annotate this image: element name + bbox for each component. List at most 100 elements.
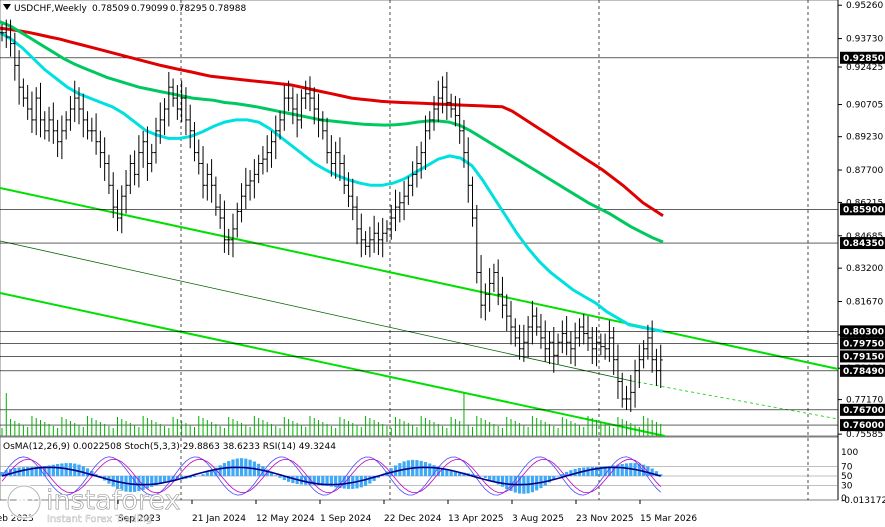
price-bar — [397, 191, 402, 223]
osma-bar — [90, 471, 94, 476]
price-tick-label: 0.93730 — [846, 35, 883, 45]
price-bar — [496, 259, 501, 306]
price-bar — [192, 122, 197, 162]
time-tick-label: 23 Nov 2025 — [576, 514, 634, 524]
price-bar — [594, 327, 599, 367]
price-tick-label: 0.95260 — [846, 1, 883, 11]
price-bar — [81, 93, 86, 138]
osma-bar — [30, 466, 34, 476]
price-bar — [106, 154, 111, 195]
ohlc-close: 0.78988 — [209, 4, 246, 14]
price-bar — [316, 93, 321, 138]
level-label-box — [840, 51, 885, 64]
price-bar — [205, 163, 210, 201]
time-tick-label: 13 Apr 2025 — [448, 514, 504, 524]
ohlc-open: 0.78509 — [92, 4, 129, 14]
price-bar — [654, 348, 659, 386]
osma-bar — [654, 471, 659, 476]
level-label: 0.79150 — [843, 352, 884, 362]
price-bar — [64, 111, 69, 140]
price-bar — [98, 130, 103, 168]
price-bar — [329, 135, 334, 177]
osma-bar — [440, 468, 445, 476]
osma-bar — [325, 476, 329, 486]
price-bar — [474, 204, 479, 284]
time-tick-label: 21 Jan 2024 — [192, 514, 246, 524]
osma-bar — [316, 476, 321, 486]
osma-bar — [470, 474, 475, 476]
price-bar — [509, 300, 514, 345]
osma-bar — [603, 466, 607, 476]
price-bar — [534, 307, 539, 336]
price-bar — [491, 263, 496, 293]
osma-bar — [94, 474, 98, 476]
osma-bar — [458, 472, 462, 476]
price-bar — [94, 113, 99, 155]
logo-ring-outline-icon — [7, 485, 41, 519]
osma-bar — [342, 476, 346, 489]
time-tick-label: 1 Sep 2024 — [320, 514, 372, 524]
price-bar — [581, 313, 586, 345]
osma-bar — [321, 476, 325, 486]
price-bar — [119, 185, 124, 234]
level-label: 0.84350 — [843, 239, 884, 249]
price-bar — [547, 331, 552, 365]
price-bar — [645, 324, 650, 360]
price-bar — [273, 115, 278, 160]
level-label-box — [840, 237, 885, 250]
price-bar — [145, 126, 150, 181]
osma-bar — [150, 476, 154, 487]
price-bar — [483, 283, 488, 321]
level-label-box — [840, 325, 885, 338]
stoch-signal-line — [1, 458, 661, 494]
price-bar — [179, 80, 184, 123]
price-bar — [248, 170, 253, 201]
logo-brand: instaforex — [46, 485, 180, 516]
level-label: 0.76000 — [843, 421, 884, 431]
price-bar — [102, 137, 107, 181]
price-bar — [282, 85, 287, 131]
osma-bar — [496, 476, 500, 485]
osma-bar — [556, 476, 560, 477]
price-bar — [530, 300, 535, 345]
moving-average-line — [0, 20, 664, 244]
osma-bar — [359, 476, 363, 488]
price-bar — [325, 117, 330, 164]
osma-bar — [432, 465, 436, 476]
osma-bar — [624, 463, 629, 476]
osma-bar — [338, 476, 342, 488]
osma-bar — [334, 476, 338, 488]
osma-bar — [376, 476, 381, 478]
price-bar — [34, 87, 39, 136]
price-bar — [230, 213, 235, 258]
price-bar — [260, 146, 265, 175]
osma-bar — [137, 476, 141, 492]
level-label-box — [840, 364, 885, 377]
price-bar — [432, 95, 437, 131]
price-bar — [175, 85, 180, 120]
collapse-triangle-icon[interactable] — [3, 4, 11, 10]
price-bar — [359, 213, 364, 258]
osma-bar — [308, 476, 312, 485]
ohlc-high: 0.79099 — [131, 4, 168, 14]
osma-bar — [436, 466, 440, 476]
osma-bar — [547, 476, 552, 483]
price-bar — [68, 95, 73, 131]
price-bar — [132, 150, 137, 186]
osma-bar — [64, 463, 68, 476]
price-bar — [470, 176, 475, 227]
price-bar — [59, 115, 64, 160]
osma-bar — [650, 468, 654, 476]
price-bar — [12, 32, 17, 81]
price-bar — [466, 137, 471, 203]
trendline — [0, 187, 839, 370]
osma-bar — [286, 476, 291, 482]
level-label: 0.78490 — [843, 367, 884, 377]
osma-bar — [8, 468, 13, 476]
osma-bar — [222, 463, 227, 476]
time-tick-label: 3 Aug 2025 — [512, 514, 564, 524]
price-bar — [209, 159, 214, 203]
price-bar — [551, 327, 556, 373]
volume-bars — [1, 393, 662, 436]
price-bar — [265, 135, 270, 173]
